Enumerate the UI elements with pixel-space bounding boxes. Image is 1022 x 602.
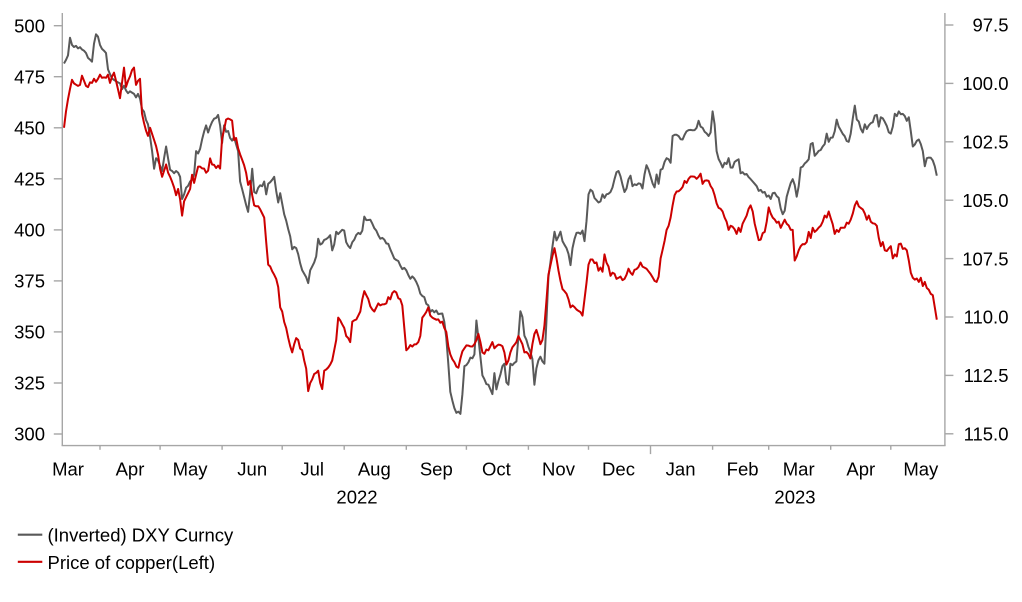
svg-text:Oct: Oct <box>482 459 511 480</box>
svg-text:Feb: Feb <box>727 459 759 480</box>
svg-text:325: 325 <box>14 373 45 394</box>
svg-text:2023: 2023 <box>774 487 815 508</box>
svg-text:Price of copper(Left): Price of copper(Left) <box>48 552 216 573</box>
svg-text:Jul: Jul <box>300 459 324 480</box>
svg-text:Apr: Apr <box>846 459 875 480</box>
svg-text:400: 400 <box>14 220 45 241</box>
svg-text:475: 475 <box>14 66 45 87</box>
svg-text:Jun: Jun <box>237 459 267 480</box>
svg-text:112.5: 112.5 <box>964 365 1009 386</box>
svg-text:Dec: Dec <box>602 459 635 480</box>
svg-text:425: 425 <box>14 169 45 190</box>
svg-text:May: May <box>173 459 209 480</box>
svg-text:Nov: Nov <box>542 459 576 480</box>
svg-text:500: 500 <box>14 15 45 36</box>
svg-text:102.5: 102.5 <box>962 132 1008 153</box>
svg-text:(Inverted) DXY Curncy: (Inverted) DXY Curncy <box>48 525 234 546</box>
svg-text:Aug: Aug <box>358 459 391 480</box>
svg-text:100.0: 100.0 <box>962 73 1008 94</box>
svg-text:97.5: 97.5 <box>972 15 1008 36</box>
svg-text:Mar: Mar <box>52 459 84 480</box>
svg-text:105.0: 105.0 <box>962 190 1008 211</box>
svg-text:May: May <box>903 459 939 480</box>
svg-text:300: 300 <box>14 424 45 445</box>
svg-text:350: 350 <box>14 322 45 343</box>
svg-text:115.0: 115.0 <box>964 424 1009 445</box>
svg-text:450: 450 <box>14 118 45 139</box>
svg-text:375: 375 <box>14 271 45 292</box>
svg-text:2022: 2022 <box>336 487 377 508</box>
svg-text:Sep: Sep <box>420 459 453 480</box>
svg-text:107.5: 107.5 <box>962 248 1008 269</box>
svg-text:Apr: Apr <box>116 459 145 480</box>
svg-text:Mar: Mar <box>783 459 815 480</box>
svg-text:110.0: 110.0 <box>964 307 1009 328</box>
svg-text:Jan: Jan <box>666 459 696 480</box>
